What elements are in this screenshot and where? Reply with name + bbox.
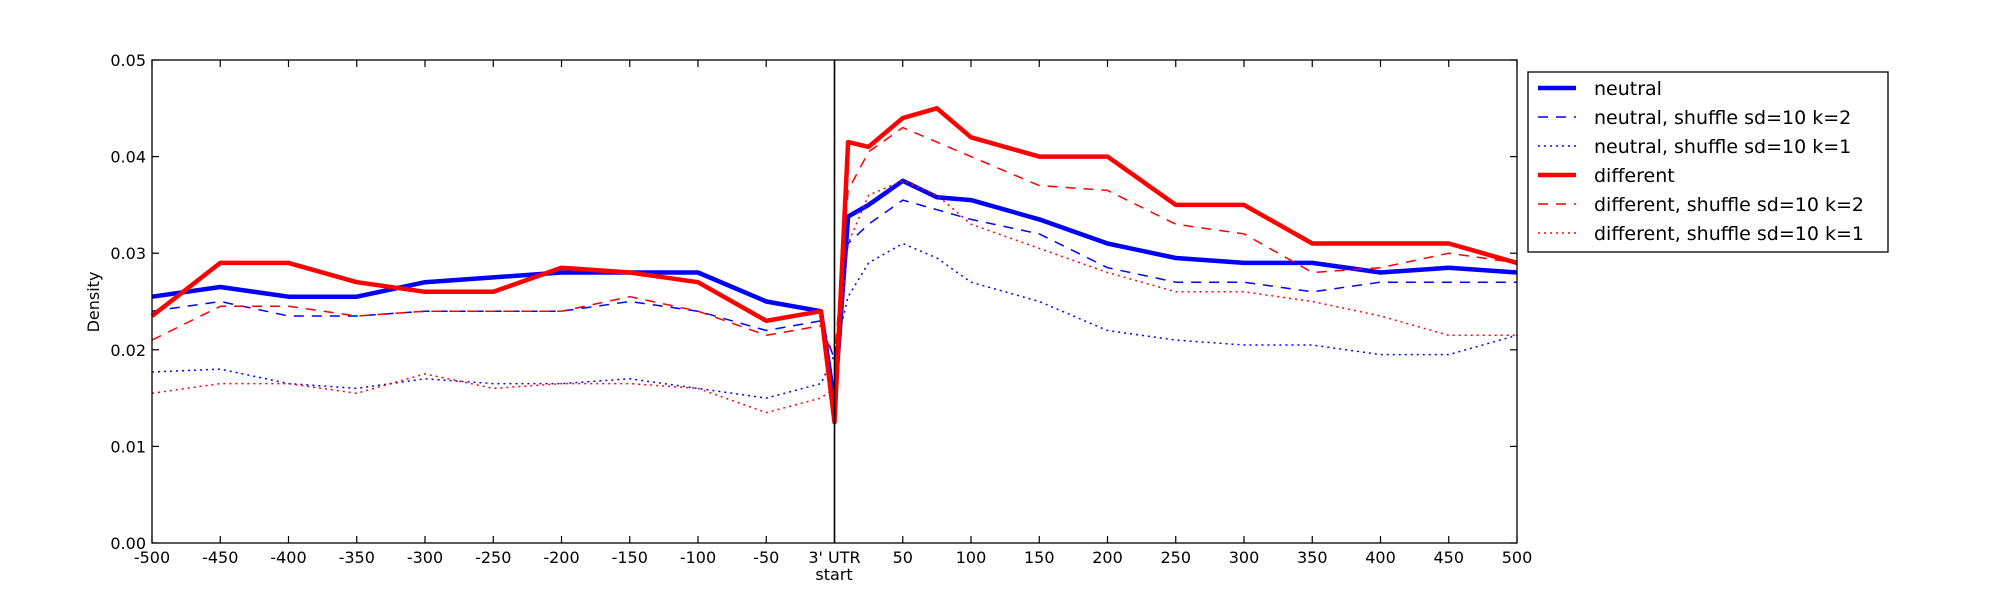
series-line-3 xyxy=(150,106,1518,425)
legend: neutral neutral, shuffle sd=10 k=2 neutral… xyxy=(1527,71,1889,253)
x-tick-label: -300 xyxy=(407,548,443,567)
legend-label-3: different xyxy=(1594,165,1675,187)
x-tick-label: -450 xyxy=(202,548,238,567)
series-line-2 xyxy=(151,242,1518,399)
series-line-5 xyxy=(151,180,1517,414)
x-tick-label: -200 xyxy=(543,548,579,567)
legend-label-0: neutral xyxy=(1594,78,1662,100)
y-axis: 0.00 0.01 0.02 0.03 0.04 0.05 xyxy=(110,51,1517,553)
y-tick-label: 0.00 xyxy=(110,534,146,553)
x-tick-label: -400 xyxy=(270,548,306,567)
series-line-1 xyxy=(151,199,1517,361)
y-tick-label: 0.01 xyxy=(110,437,146,456)
x-tick-label: -350 xyxy=(339,548,375,567)
x-axis: -500 -450 -400 -350 -300 -250 -200 -150 -100 -50 3… xyxy=(134,60,1532,567)
y-tick-label: 0.03 xyxy=(110,244,146,263)
x-tick-label: -150 xyxy=(612,548,648,567)
y-tick-label: 0.04 xyxy=(110,148,146,167)
series-line-4 xyxy=(151,126,1518,361)
x-tick-label: -250 xyxy=(475,548,511,567)
legend-label-4: different, shuffle sd=10 k=2 xyxy=(1594,194,1864,216)
y-axis-title: Density xyxy=(84,272,103,333)
x-tick-sublabel: start xyxy=(815,565,852,584)
x-tick-label: 450 xyxy=(1433,548,1464,567)
x-tick-label: 350 xyxy=(1297,548,1328,567)
x-tick-label: -50 xyxy=(753,548,779,567)
x-tick-label: 50 xyxy=(893,548,913,567)
series-layer xyxy=(150,106,1518,425)
x-tick-label: 400 xyxy=(1365,548,1396,567)
x-tick-label: 3' UTR xyxy=(808,548,860,567)
x-tick-label: 500 xyxy=(1502,548,1533,567)
legend-label-2: neutral, shuffle sd=10 k=1 xyxy=(1594,136,1851,158)
y-tick-label: 0.05 xyxy=(110,51,146,70)
x-tick-label: 250 xyxy=(1160,548,1191,567)
x-tick-label: 100 xyxy=(956,548,987,567)
x-tick-label: 150 xyxy=(1024,548,1055,567)
x-tick-label: 200 xyxy=(1092,548,1123,567)
x-tick-label: -100 xyxy=(680,548,716,567)
x-tick-label: -500 xyxy=(134,548,170,567)
legend-label-5: different, shuffle sd=10 k=1 xyxy=(1594,223,1864,245)
x-tick-label: 300 xyxy=(1229,548,1260,567)
legend-label-1: neutral, shuffle sd=10 k=2 xyxy=(1594,107,1851,129)
y-tick-label: 0.02 xyxy=(110,341,146,360)
legend-box xyxy=(1527,71,1889,253)
series-line-0 xyxy=(151,178,1518,406)
